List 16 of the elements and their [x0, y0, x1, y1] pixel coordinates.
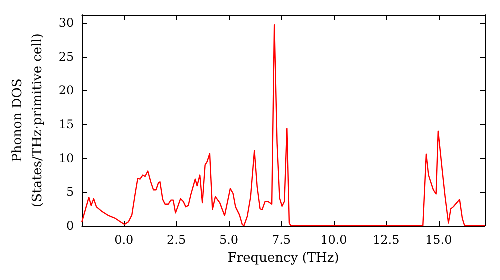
y-tick-label: 10 [58, 151, 74, 166]
x-tick-label: 0.0 [114, 233, 134, 247]
y-tick-label: 30 [58, 16, 74, 30]
y-tick-label: 20 [58, 84, 74, 98]
y-tick-label: 25 [58, 50, 74, 64]
x-tick-label: 12.5 [373, 233, 400, 247]
x-tick-label: 10.0 [320, 233, 348, 247]
y-tick-label: 15 [58, 118, 74, 132]
y-axis-title: Phonon DOS (States/THz·primitive cell) [10, 33, 46, 208]
x-tick-label: 2.5 [167, 233, 186, 247]
x-axis-title: Frequency (THz) [228, 251, 340, 266]
x-tick-label: 7.5 [272, 233, 292, 247]
y-tick-label: 0 [66, 219, 74, 233]
x-tick-label: 15.0 [425, 233, 452, 247]
y-tick-label: 5 [66, 185, 74, 200]
x-tick-label: 5.0 [219, 233, 239, 247]
